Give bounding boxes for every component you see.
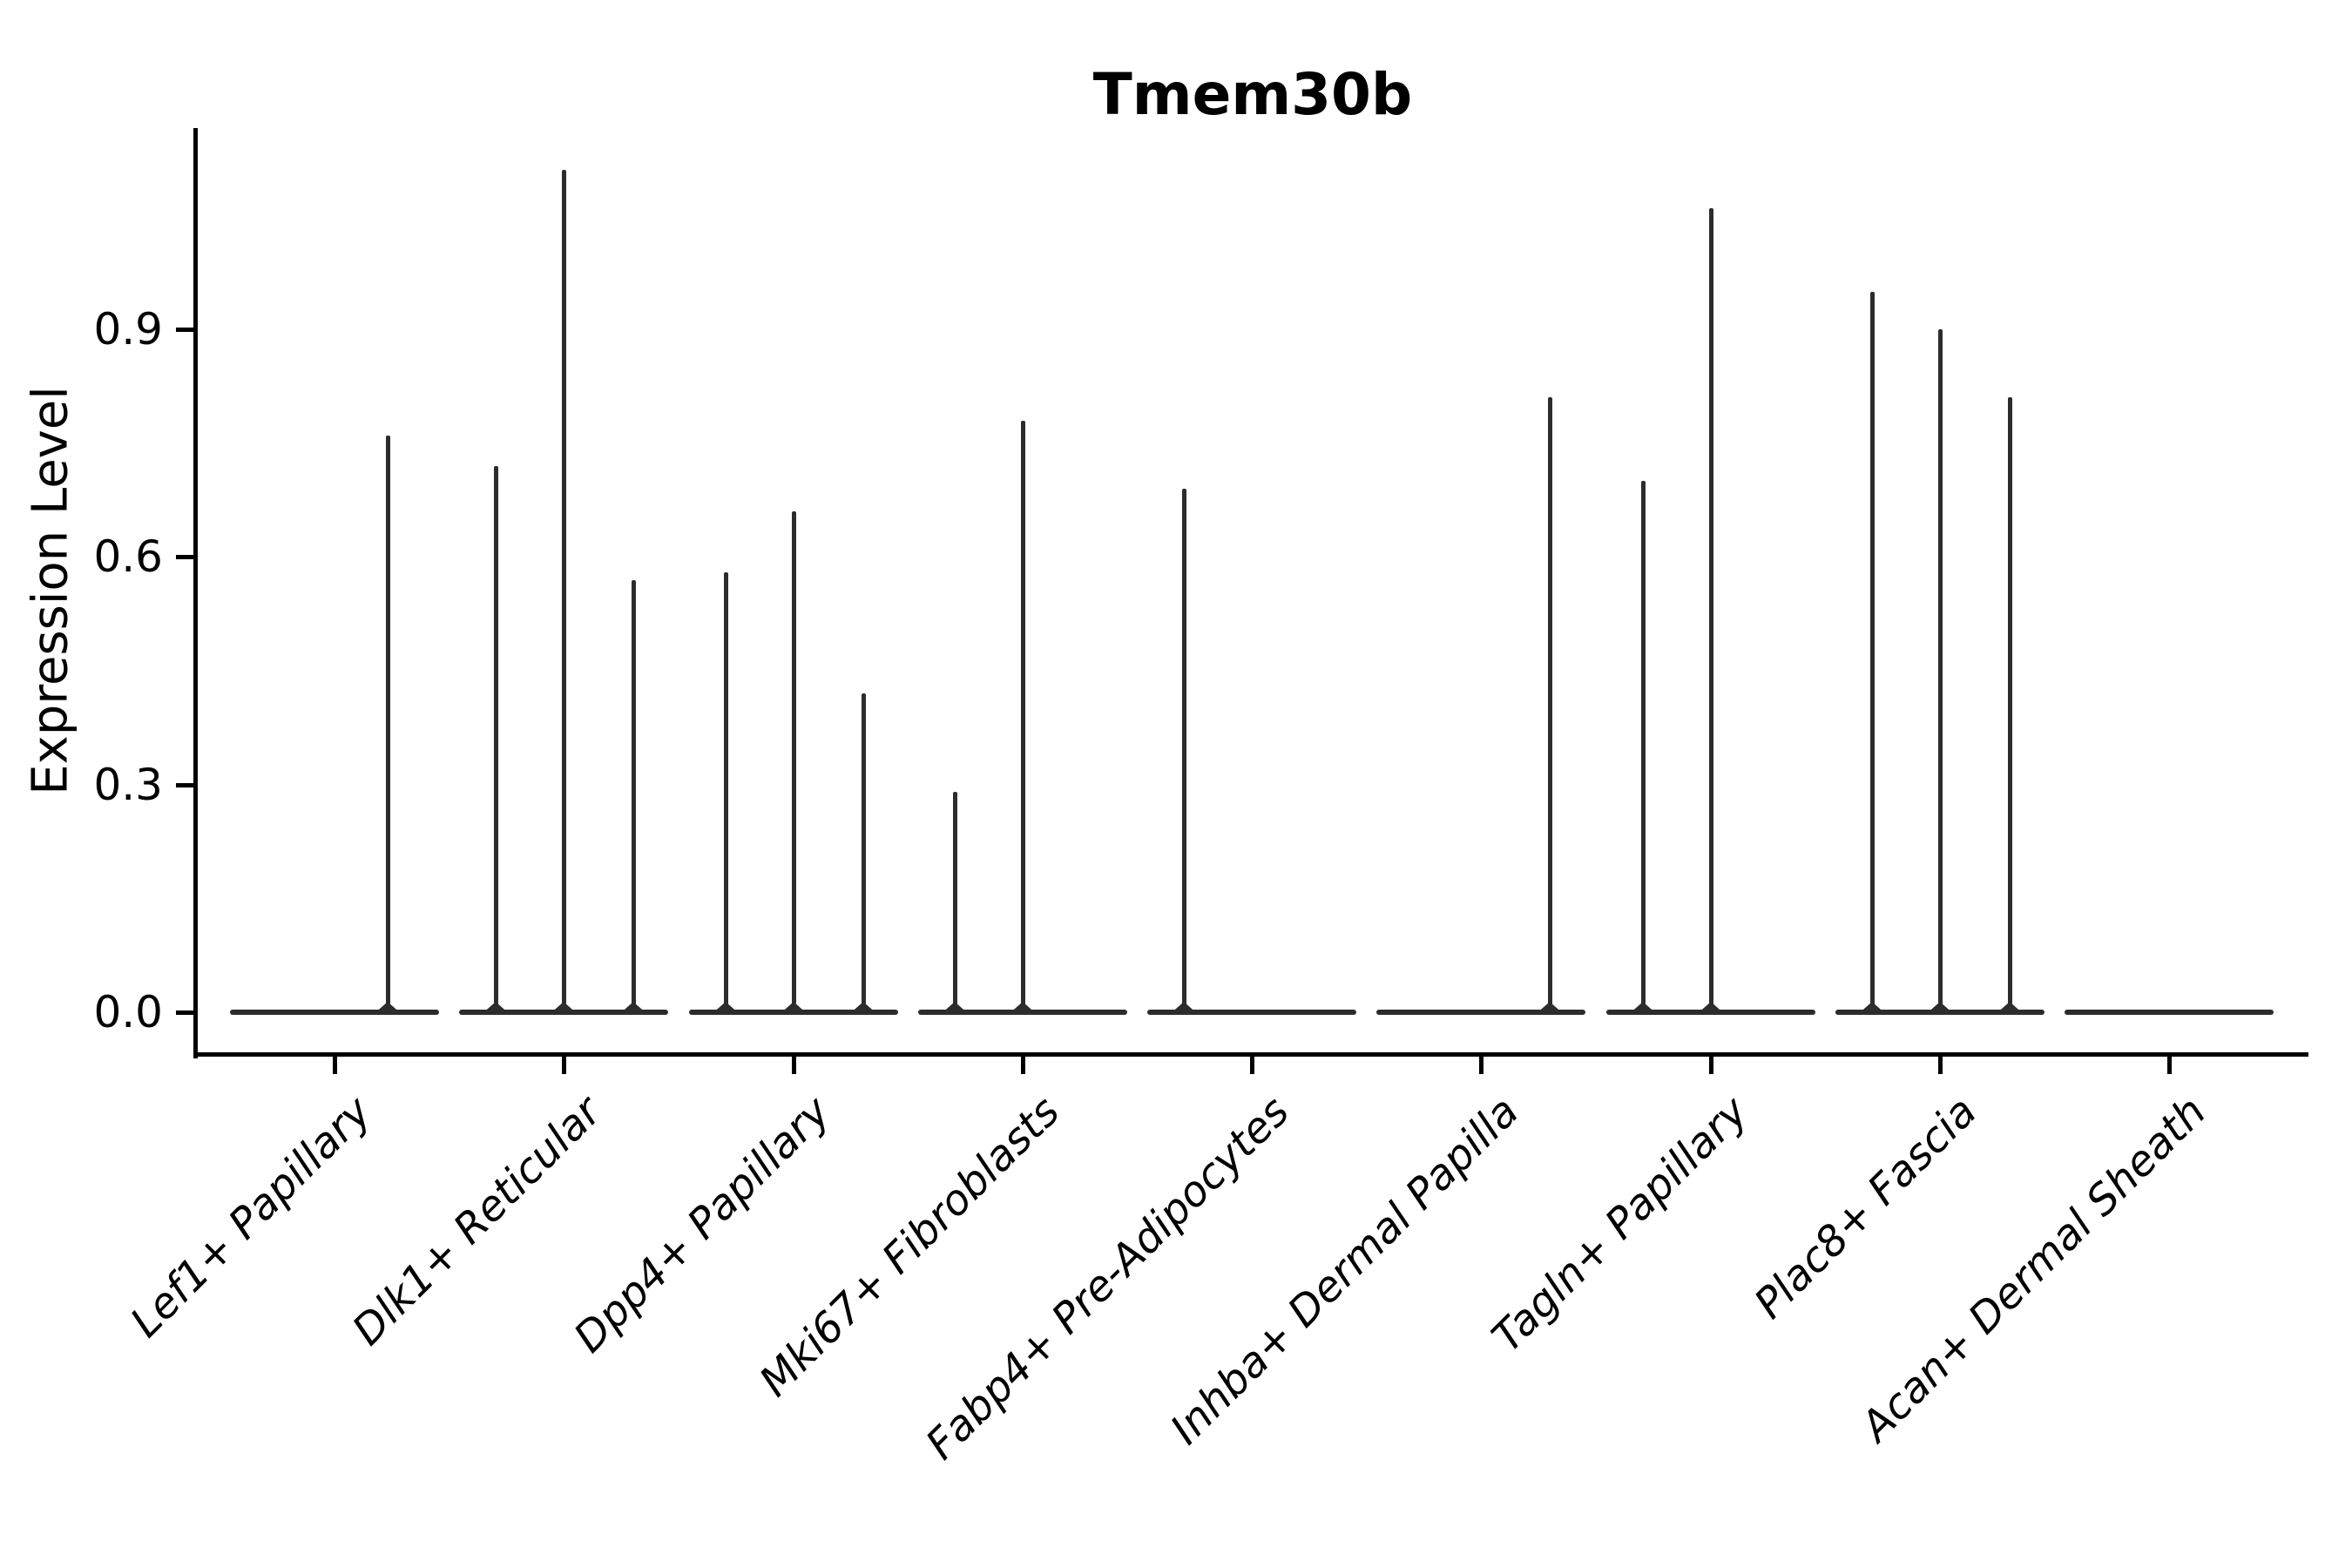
violin-spike (861, 693, 866, 1012)
y-axis-label: Expression Level (22, 386, 79, 795)
violin-spike-base (778, 1002, 808, 1015)
y-tick-mark (176, 782, 193, 787)
x-tick-label: Tagln+ Papillary (1482, 1087, 1758, 1362)
x-tick-label: Fabp4+ Pre-Adipocytes (916, 1087, 1299, 1470)
violin-spike-base (1856, 1002, 1887, 1015)
violin-spike (494, 465, 499, 1012)
violin-spike-base (1924, 1002, 1955, 1015)
y-axis-spine (193, 128, 198, 1058)
violin-spike-base (710, 1002, 740, 1015)
x-tick-label: Lef1+ Papillary (121, 1087, 382, 1348)
violin-spike-base (1007, 1002, 1037, 1015)
violin-spike (1708, 207, 1713, 1012)
x-tick-mark (1020, 1057, 1025, 1074)
y-tick-label: 0.3 (93, 759, 163, 810)
x-tick-label: Dpp4+ Papillary (564, 1087, 841, 1362)
violin-spike-base (373, 1002, 402, 1015)
y-tick-label: 0.6 (93, 531, 163, 583)
violin-spike (1640, 481, 1646, 1012)
violin-spike-base (939, 1002, 970, 1015)
x-tick-label: Dlk1+ Reticular (342, 1087, 611, 1355)
chart-title: Tmem30b (1092, 61, 1413, 128)
violin-baseline (230, 1010, 439, 1015)
y-tick-mark (176, 1010, 193, 1015)
violin-spike (1020, 420, 1025, 1012)
violin-spike (1548, 397, 1553, 1012)
violin-spike-base (618, 1002, 649, 1015)
y-tick-mark (176, 328, 193, 333)
x-tick-label: Plac8+ Fascia (1745, 1087, 1987, 1328)
violin-spike-base (1695, 1002, 1726, 1015)
violin-baseline (1147, 1010, 1356, 1015)
violin-spike (1869, 291, 1875, 1012)
violin-spike-base (1994, 1002, 2024, 1015)
violin-spike (386, 436, 390, 1012)
y-tick-label: 0.0 (93, 987, 163, 1037)
violin-spike-base (848, 1002, 878, 1015)
x-tick-mark (1708, 1057, 1713, 1074)
x-tick-mark (333, 1057, 337, 1074)
y-tick-mark (176, 555, 193, 560)
violin-spike-base (1627, 1002, 1658, 1015)
violin-spike-base (481, 1002, 511, 1015)
violin-spike (2007, 397, 2012, 1012)
x-tick-mark (1250, 1057, 1254, 1074)
y-tick-label: 0.9 (93, 304, 163, 355)
violin-baseline (2065, 1010, 2274, 1015)
violin-spike (1937, 329, 1943, 1012)
violin-spike-base (1169, 1002, 1199, 1015)
x-tick-mark (2167, 1057, 2172, 1074)
violin-spike (791, 511, 796, 1012)
violin-spike (562, 170, 567, 1012)
violin-baseline (1376, 1010, 1586, 1015)
x-axis-spine (193, 1052, 2308, 1057)
violin-spike (723, 571, 728, 1012)
violin-spike-base (549, 1002, 579, 1015)
x-tick-mark (791, 1057, 796, 1074)
violin-spike (632, 579, 637, 1012)
violin-spike-base (1535, 1002, 1565, 1015)
x-tick-mark (1479, 1057, 1484, 1074)
x-tick-mark (562, 1057, 567, 1074)
x-tick-mark (1937, 1057, 1943, 1074)
violin-spike (1182, 489, 1186, 1012)
violin-spike (952, 792, 957, 1012)
